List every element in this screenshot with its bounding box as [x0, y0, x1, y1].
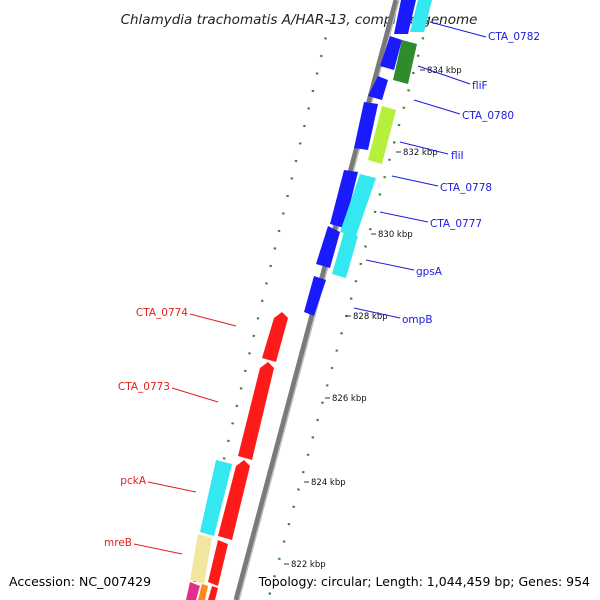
gene-mreB[interactable]: [190, 534, 212, 584]
gene-cta-0777[interactable]: [340, 174, 376, 236]
kbp-label-834: 834 kbp: [427, 66, 462, 76]
kbp-label-824: 824 kbp: [311, 478, 346, 488]
reverse-strand-genes: [186, 312, 288, 600]
gene-small-blue[interactable]: [354, 102, 378, 150]
kbp-label-828: 828 kbp: [353, 312, 388, 322]
label-gpsA[interactable]: gpsA: [416, 266, 443, 278]
kbp-label-822: 822 kbp: [291, 560, 326, 570]
topology-text: Topology: circular; Length: 1,044,459 bp…: [258, 574, 590, 589]
label-fliF[interactable]: fliF: [472, 80, 488, 92]
label-mreB[interactable]: mreB: [104, 537, 132, 549]
gene-magenta[interactable]: [186, 582, 200, 600]
kbp-scale: 834 kbp 832 kbp 830 kbp 828 kbp 826 kbp …: [284, 66, 462, 570]
gene-pckA[interactable]: [200, 460, 232, 536]
label-fliI[interactable]: fliI: [451, 150, 464, 162]
accession-text: Accession: NC_007429: [9, 574, 151, 589]
label-cta-0782[interactable]: CTA_0782: [488, 31, 540, 43]
gene-fliF-blue[interactable]: [380, 36, 402, 70]
gene-cta-0782[interactable]: [410, 0, 432, 32]
gene-red-edge[interactable]: [208, 586, 218, 600]
forward-gene-labels: CTA_0782 fliF CTA_0780 fliI CTA_0778 CTA…: [353, 21, 540, 326]
gene-gpsA-blue[interactable]: [316, 226, 340, 268]
kbp-label-830: 830 kbp: [378, 230, 413, 240]
kbp-label-832: 832 kbp: [403, 148, 438, 158]
gene-ompB[interactable]: [304, 276, 326, 316]
label-pckA[interactable]: pckA: [120, 475, 147, 487]
forward-strand-genes: [304, 0, 432, 316]
gene-cta-0780[interactable]: [368, 76, 388, 100]
gene-cta-0773[interactable]: [238, 362, 274, 460]
gene-orange[interactable]: [198, 584, 208, 600]
label-ompB[interactable]: ompB: [402, 314, 433, 326]
gene-gpsA[interactable]: [332, 232, 358, 278]
gc-inner-dotted-line: [266, 19, 430, 600]
gene-red-bottom[interactable]: [208, 540, 228, 586]
gene-cta-0778[interactable]: [330, 170, 358, 228]
reverse-gene-labels: CTA_0774 CTA_0773 pckA mreB: [104, 307, 237, 555]
label-cta-0774[interactable]: CTA_0774: [136, 307, 188, 319]
kbp-label-826: 826 kbp: [332, 394, 367, 404]
gene-upper-blue[interactable]: [394, 0, 416, 34]
label-cta-0773[interactable]: CTA_0773: [118, 381, 170, 393]
gene-red-lower[interactable]: [218, 460, 250, 540]
gene-fliF[interactable]: [393, 40, 417, 84]
label-cta-0777[interactable]: CTA_0777: [430, 218, 482, 230]
gene-cta-0774[interactable]: [262, 312, 288, 362]
label-cta-0780[interactable]: CTA_0780: [462, 110, 514, 122]
gene-fliI[interactable]: [368, 106, 396, 164]
label-cta-0778[interactable]: CTA_0778: [440, 182, 492, 194]
